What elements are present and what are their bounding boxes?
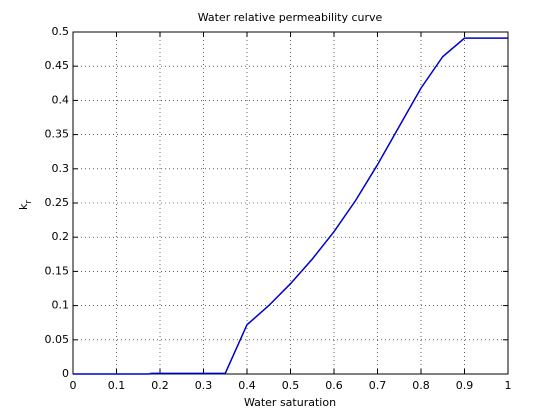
- x-tick-label: 0.5: [282, 379, 300, 392]
- x-tick-label: 1: [505, 379, 512, 392]
- y-tick-label: 0.3: [52, 162, 70, 175]
- y-tick-label: 0: [62, 367, 69, 380]
- y-tick-label: 0.35: [45, 128, 70, 141]
- y-tick-label: 0.45: [45, 59, 70, 72]
- x-tick-label: 0.2: [151, 379, 169, 392]
- y-tick-label: 0.1: [52, 299, 70, 312]
- y-tick-label: 0.4: [52, 93, 70, 106]
- x-axis-label: Water saturation: [244, 396, 336, 409]
- y-axis-label-main: k: [17, 203, 30, 210]
- y-tick-label: 0.25: [45, 196, 70, 209]
- plot-area: [73, 32, 508, 374]
- chart-title: Water relative permeability curve: [198, 11, 383, 24]
- x-tick-label: 0.1: [108, 379, 126, 392]
- y-axis-label-subscript: r: [24, 200, 34, 204]
- x-tick-label: 0.6: [325, 379, 343, 392]
- x-tick-label: 0.7: [369, 379, 387, 392]
- y-tick-label: 0.2: [52, 230, 70, 243]
- y-tick-label: 0.05: [45, 333, 70, 346]
- x-tick-label: 0.4: [238, 379, 256, 392]
- data-line: [73, 37, 508, 375]
- x-tick-label: 0: [70, 379, 77, 392]
- y-axis-label: kr: [17, 200, 34, 210]
- x-tick-label: 0.3: [195, 379, 213, 392]
- y-tick-label: 0.15: [45, 264, 70, 277]
- x-tick-label: 0.8: [412, 379, 430, 392]
- y-tick-label: 0.5: [52, 25, 70, 38]
- plot-frame: [72, 31, 509, 375]
- x-tick-label: 0.9: [456, 379, 474, 392]
